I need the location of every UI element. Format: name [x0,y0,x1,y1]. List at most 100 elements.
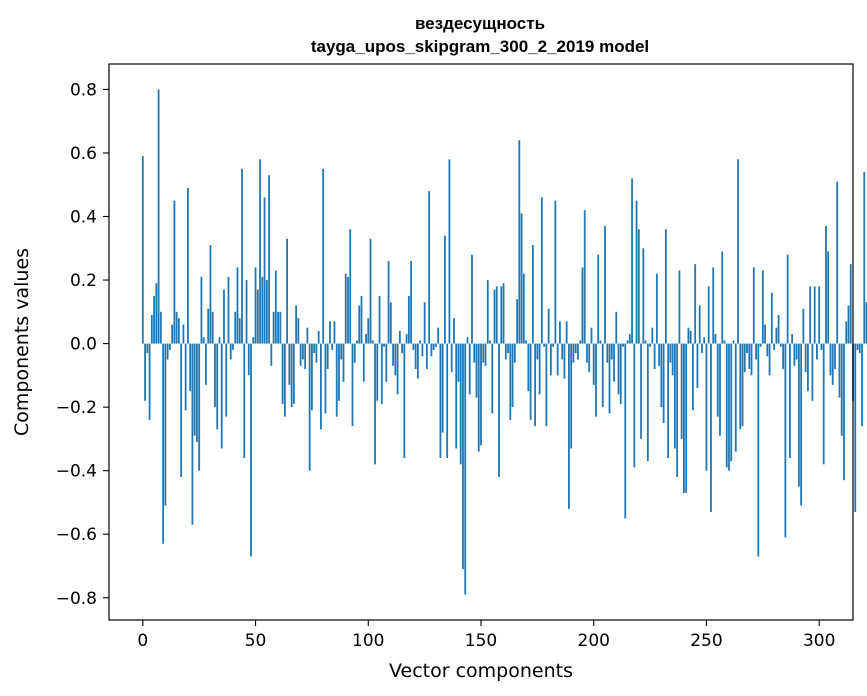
bar [369,238,372,344]
bar [432,343,435,350]
bar [696,343,699,389]
bar [854,343,857,512]
bar [865,302,867,344]
bar [847,305,850,344]
bar [570,343,573,449]
bar [637,229,640,344]
bar [694,264,697,344]
bar [471,254,473,344]
bar [353,343,356,363]
bar [356,340,358,344]
bar [644,340,647,344]
bar [378,295,381,344]
bar [254,267,257,344]
bar [840,343,843,436]
bar [313,343,316,354]
bar [333,321,336,344]
bar [466,337,469,344]
bar [507,343,509,354]
bar [811,343,814,401]
bar [227,276,230,344]
bar [574,343,577,354]
bar [462,343,464,570]
bar [678,270,681,344]
bar [297,318,300,344]
bar [347,276,349,344]
bar [205,343,207,385]
bar [793,343,796,366]
bar [311,343,313,411]
bar [590,327,593,344]
bar [633,343,636,468]
bar [252,337,255,344]
bar [563,343,566,379]
y-tick-label: 0.0 [70,335,97,355]
bar [649,343,651,347]
bar [279,311,282,344]
bar [559,321,561,344]
bar [459,343,462,465]
bar [788,343,791,458]
bar [795,343,798,360]
bar [162,343,165,544]
bar [193,343,196,436]
bar [329,321,331,344]
bar [200,276,203,344]
bar [430,343,433,357]
bar [701,343,703,354]
bar [710,343,712,512]
bar [306,327,309,344]
bar [292,343,295,404]
bar [565,321,568,344]
bar [773,343,775,350]
bar [229,343,232,360]
bar [504,343,507,360]
bar [655,273,658,344]
bar [721,251,724,344]
bar [288,343,291,385]
bar [225,343,228,417]
bar [513,343,516,363]
bar [741,343,744,427]
bar [664,229,667,344]
x-tick-label: 250 [690,631,722,651]
bar [737,159,739,344]
bar [752,267,755,344]
x-axis-ticks: 0 50 100 150 200 250 300 [137,620,835,651]
bar [813,286,816,344]
bar [586,343,588,363]
bar [827,251,830,344]
bar [797,343,800,487]
bar [335,343,338,417]
bar [838,343,841,398]
bar [619,343,622,404]
bar [680,343,683,439]
bar [595,343,597,417]
bar [502,283,505,344]
bar [807,343,809,392]
bar [416,343,419,379]
bar [495,286,498,344]
bar [685,343,688,493]
bar [651,327,654,344]
bar [380,343,383,404]
bar [843,343,845,481]
bar [344,273,347,344]
bar [592,343,595,385]
chart-title: вездесущность [415,14,545,33]
bar [687,327,690,344]
bar [613,343,615,382]
bar [448,159,451,344]
bar [628,334,631,344]
bar [779,343,782,347]
bar [168,343,171,350]
y-tick-label: 0.2 [70,271,97,291]
bar [265,280,268,344]
bar [531,245,534,344]
bar [182,324,185,344]
bar [689,330,692,344]
bar [518,140,521,344]
bar [728,343,730,471]
bar [166,343,169,360]
bar [540,197,543,344]
